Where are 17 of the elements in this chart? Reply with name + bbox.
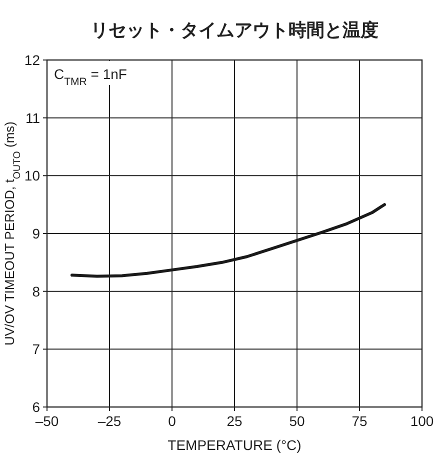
x-tick-label: 0 bbox=[168, 413, 176, 429]
x-tick-label: 75 bbox=[352, 413, 368, 429]
annotation: C$_{TMR}$ = 1nF bbox=[54, 66, 127, 88]
x-tick-label: 50 bbox=[289, 413, 305, 429]
x-axis-title: TEMPERATURE (°C) bbox=[168, 437, 302, 453]
y-tick-label: 8 bbox=[32, 283, 40, 300]
y-tick-label: 12 bbox=[24, 52, 40, 68]
x-tick-label: –50 bbox=[35, 413, 59, 429]
y-tick-label: 10 bbox=[24, 168, 40, 184]
y-tick-label: 6 bbox=[32, 399, 40, 415]
x-tick-label: –25 bbox=[98, 413, 122, 429]
y-tick-label: 9 bbox=[32, 226, 40, 242]
x-tick-label: 100 bbox=[410, 413, 434, 429]
chart-title: リセット・タイムアウト時間と温度 bbox=[90, 20, 378, 40]
x-tick-label: 25 bbox=[226, 413, 242, 429]
y-tick-label: 11 bbox=[25, 110, 40, 126]
y-tick-label: 7 bbox=[32, 341, 40, 358]
